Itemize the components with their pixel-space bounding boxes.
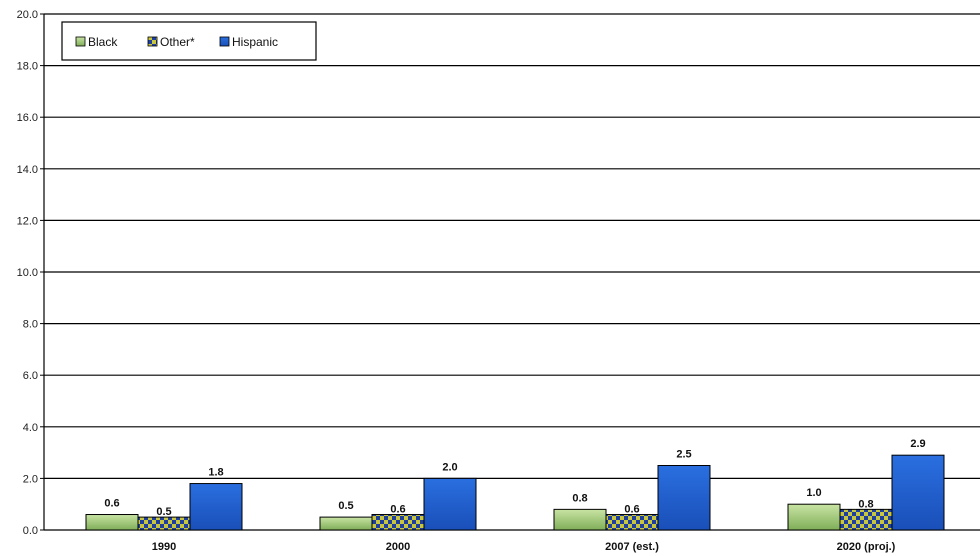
legend-swatch — [75, 36, 86, 47]
bar-hispanic-2 — [657, 465, 711, 531]
data-label: 0.8 — [858, 498, 873, 510]
data-label: 0.6 — [390, 504, 405, 516]
x-category-label: 2000 — [386, 541, 410, 553]
y-tick-label: 8.0 — [23, 319, 38, 331]
data-label: 0.6 — [624, 504, 639, 516]
x-axis-categories: 1990 2000 2007 (est.) 2020 (proj.) — [152, 541, 896, 553]
y-tick-label: 16.0 — [17, 112, 38, 124]
bar-hispanic-0 — [189, 483, 243, 531]
data-label: 1.0 — [806, 487, 821, 499]
y-tick-label: 12.0 — [17, 215, 38, 227]
data-label: 2.5 — [676, 449, 691, 461]
data-label: 1.8 — [208, 467, 223, 479]
legend-swatch — [147, 36, 158, 47]
bar-other-3 — [839, 508, 893, 531]
y-tick-label: 4.0 — [23, 422, 38, 434]
data-label: 0.8 — [572, 492, 587, 504]
data-label: 0.5 — [156, 506, 171, 518]
bar-black-2 — [553, 508, 607, 531]
data-label: 2.9 — [910, 438, 925, 450]
data-label: 0.5 — [338, 500, 353, 512]
y-tick-label: 0.0 — [23, 525, 38, 537]
legend-swatch — [219, 36, 230, 47]
bars — [85, 454, 945, 531]
legend-label: Black — [88, 35, 118, 49]
bar-other-1 — [371, 514, 425, 531]
y-axis-ticks: 0.0 2.0 4.0 6.0 8.0 10.0 12.0 14.0 16.0 18.0 20.0 — [17, 9, 38, 537]
y-tick-label: 2.0 — [23, 473, 38, 485]
bar-black-3 — [787, 503, 841, 531]
legend-box — [61, 21, 317, 61]
gridlines — [40, 13, 980, 531]
bar-other-2 — [605, 514, 659, 531]
y-tick-label: 18.0 — [17, 61, 38, 73]
data-labels: 0.6 0.5 1.8 0.5 0.6 2.0 0.8 0.6 2.5 1.0 0.8 2.9 — [104, 438, 925, 518]
legend: Black Other* Hispanic — [61, 21, 317, 61]
x-category-label: 2007 (est.) — [605, 541, 659, 553]
y-tick-label: 14.0 — [17, 164, 38, 176]
legend-label: Other* — [160, 35, 195, 49]
y-tick-label: 6.0 — [23, 370, 38, 382]
bar-black-1 — [319, 516, 373, 531]
bar-hispanic-3 — [891, 454, 945, 531]
y-tick-label: 20.0 — [17, 9, 38, 21]
data-label: 0.6 — [104, 498, 119, 510]
x-category-label: 2020 (proj.) — [837, 541, 896, 553]
legend-label: Hispanic — [232, 35, 278, 49]
x-category-label: 1990 — [152, 541, 176, 553]
bar-black-0 — [85, 514, 139, 531]
bar-hispanic-1 — [423, 477, 477, 531]
y-tick-label: 10.0 — [17, 267, 38, 279]
bar-other-0 — [137, 516, 191, 531]
data-label: 2.0 — [442, 461, 457, 473]
